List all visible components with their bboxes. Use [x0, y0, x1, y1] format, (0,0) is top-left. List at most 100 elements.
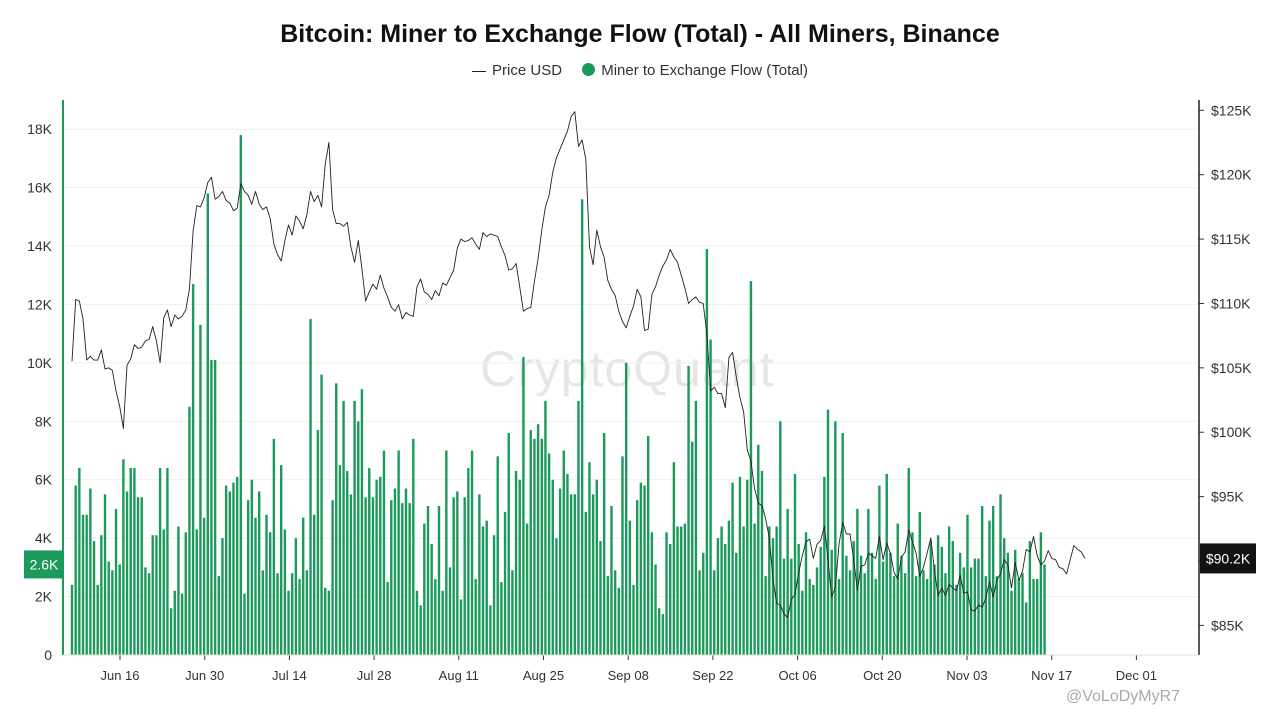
flow-bar	[224, 485, 228, 655]
flow-bar	[757, 444, 760, 655]
price-value-label: $90.2K	[1206, 550, 1251, 566]
y-left-tick-label: 6K	[35, 472, 53, 488]
flow-bar	[907, 468, 910, 655]
flow-bar	[276, 573, 279, 655]
flow-bar	[246, 500, 250, 655]
y-right-tick-label: $120K	[1211, 167, 1252, 183]
flow-bar	[217, 576, 220, 655]
flow-bar	[995, 576, 999, 655]
flow-bar	[702, 552, 705, 655]
flow-bar	[448, 567, 452, 655]
flow-bar	[364, 497, 367, 655]
flow-bar	[852, 541, 855, 655]
flow-bar	[779, 421, 782, 655]
flow-bar	[955, 584, 958, 655]
flow-bar	[206, 193, 209, 655]
flow-bar	[969, 567, 973, 655]
flow-bar	[232, 482, 235, 655]
legend-item-price[interactable]: Price USD	[472, 62, 562, 79]
x-tick-label: Jun 16	[100, 668, 139, 683]
flow-bar	[672, 462, 676, 655]
flow-value-label: 2.6K	[30, 556, 59, 572]
flow-bar	[434, 579, 437, 655]
y-right-tick-label: $125K	[1211, 102, 1252, 118]
flow-bar	[764, 576, 767, 655]
flow-bar	[511, 570, 514, 655]
flow-bar	[940, 546, 943, 655]
flow-bar	[144, 567, 147, 655]
flow-bar	[335, 383, 338, 655]
flow-bar	[896, 523, 899, 655]
flow-bar	[324, 587, 327, 655]
flow-bar	[423, 523, 426, 655]
flow-bar	[180, 593, 184, 655]
flow-bar	[1013, 549, 1017, 655]
flow-bar	[202, 517, 206, 655]
flow-bar	[1017, 579, 1021, 655]
flow-bar	[85, 514, 88, 655]
flow-bar	[749, 281, 753, 655]
x-tick-label: Jul 28	[357, 668, 392, 683]
flow-bar	[588, 462, 591, 655]
flow-bar	[485, 520, 488, 655]
y-left-tick-label: 10K	[27, 355, 53, 371]
flow-bar	[613, 570, 617, 655]
flow-bar	[775, 526, 778, 655]
flow-bar	[254, 517, 257, 655]
flow-bar	[1036, 579, 1039, 655]
y-left-tick-label: 16K	[27, 180, 53, 196]
flow-bar	[856, 508, 859, 655]
y-right-tick-label: $115K	[1211, 231, 1251, 247]
flow-bar	[1039, 532, 1043, 655]
flow-bar	[881, 561, 885, 655]
flow-bar	[463, 497, 466, 655]
flow-bar	[302, 517, 305, 655]
flow-bar	[419, 605, 422, 655]
flow-bar	[492, 535, 496, 655]
price-line	[71, 111, 1086, 619]
flow-bar	[768, 526, 771, 655]
flow-bar	[944, 573, 947, 655]
flow-bar	[632, 584, 635, 655]
x-tick-label: Dec 01	[1116, 668, 1157, 683]
flow-bar	[533, 438, 536, 655]
flow-bar	[162, 529, 165, 655]
flow-bar	[812, 584, 815, 655]
flow-bar	[140, 497, 143, 655]
legend-item-flow[interactable]: Miner to Exchange Flow (Total)	[582, 62, 808, 79]
y-right-tick-label: $95K	[1211, 489, 1244, 505]
flow-bar	[397, 450, 400, 655]
flow-bar	[874, 579, 877, 655]
flow-bar	[368, 468, 371, 655]
flow-bar	[1028, 541, 1032, 655]
flow-bar	[1025, 602, 1028, 655]
y-left-tick-label: 0	[44, 647, 52, 663]
flow-bar	[136, 497, 140, 655]
flow-bar	[107, 561, 110, 655]
flow-bar	[445, 450, 448, 655]
flow-bar	[415, 590, 419, 655]
flow-bar	[294, 538, 298, 655]
x-tick-label: Aug 25	[523, 668, 564, 683]
flow-bar	[929, 541, 932, 655]
flow-bar	[859, 555, 863, 655]
flow-bar	[250, 479, 254, 655]
flow-bar	[342, 400, 345, 655]
flow-bar	[111, 570, 114, 655]
flow-bar	[129, 468, 132, 655]
flow-bar	[606, 576, 610, 655]
flow-bar	[357, 421, 360, 655]
flow-bar	[331, 500, 334, 655]
flow-bar	[360, 389, 364, 655]
y-right-tick-label: $85K	[1211, 617, 1244, 633]
flow-bar	[1021, 573, 1024, 655]
flow-bar	[426, 506, 430, 655]
flow-bar	[125, 491, 129, 655]
flow-bar	[735, 552, 738, 655]
flow-bar	[687, 365, 690, 655]
flow-bar	[430, 544, 433, 655]
flow-bar	[900, 555, 903, 655]
y-left-tick-label: 8K	[35, 413, 53, 429]
flow-bar	[621, 456, 624, 655]
flow-bar	[437, 506, 441, 655]
